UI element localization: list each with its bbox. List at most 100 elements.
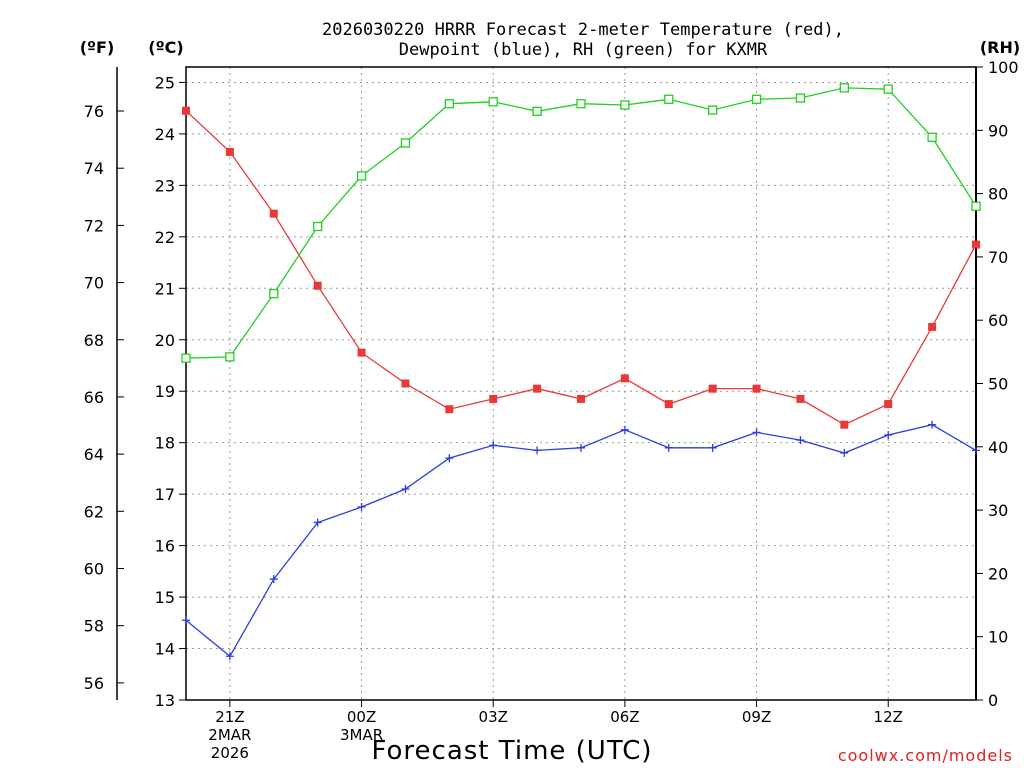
- dewpoint-point: [708, 443, 717, 452]
- x-tick-label: 12Z: [874, 708, 903, 726]
- temperature-point: [182, 106, 190, 115]
- dewpoint-point: [840, 448, 849, 457]
- celsius-unit-label: (ºC): [148, 38, 183, 57]
- dewpoint-point: [225, 652, 234, 661]
- rh-tick-label: 0: [988, 691, 998, 710]
- temperature-point: [489, 394, 498, 403]
- temperature-point: [928, 322, 937, 331]
- x-tick-label: 2MAR: [208, 726, 251, 744]
- celsius-tick-label: 19: [155, 382, 175, 401]
- rh-point: [269, 288, 279, 299]
- dewpoint-point: [796, 436, 805, 445]
- temperature-point: [796, 394, 805, 403]
- dewpoint-point: [664, 443, 673, 452]
- rh-point: [620, 100, 630, 110]
- celsius-tick-label: 20: [155, 331, 175, 350]
- x-tick-label: 21Z: [215, 708, 244, 726]
- fahrenheit-tick-label: 62: [84, 502, 104, 521]
- celsius-tick-label: 14: [155, 640, 175, 659]
- x-tick-label: 2026: [211, 744, 249, 762]
- fahrenheit-tick-label: 60: [84, 559, 104, 578]
- fahrenheit-tick-label: 56: [84, 674, 104, 693]
- axes: 56 58 60 62 64 66 68 70 72 74 76 13 14 15 16 17 18 19 20 21…: [84, 58, 1019, 710]
- rh-line: [185, 87, 977, 359]
- rh-tick-label: 100: [988, 58, 1019, 77]
- dewpoint-point: [182, 616, 190, 625]
- celsius-tick-label: 24: [155, 125, 175, 144]
- x-tick-label: 3MAR: [340, 726, 383, 744]
- dewpoint-point: [357, 503, 366, 512]
- dewpoint-point: [620, 425, 629, 434]
- celsius-tick-label: 21: [155, 279, 175, 298]
- x-tick-label: 09Z: [742, 708, 771, 726]
- dewpoint-point: [752, 428, 761, 437]
- rh-tick-label: 50: [988, 375, 1008, 394]
- temperature-point: [533, 384, 542, 393]
- celsius-tick-label: 17: [155, 485, 175, 504]
- temperature-point: [664, 400, 673, 409]
- dewpoint-point: [401, 485, 410, 493]
- dewpoint-point: [928, 420, 937, 429]
- rh-tick-label: 60: [988, 311, 1008, 330]
- rh-point: [883, 84, 893, 94]
- temperature-point: [225, 147, 234, 156]
- rh-point: [664, 94, 674, 104]
- rh-point: [488, 97, 498, 107]
- rh-point: [225, 352, 235, 362]
- chart-title-line2: Dewpoint (blue), RH (green) for KXMR: [399, 40, 768, 60]
- rh-tick-label: 90: [988, 121, 1008, 140]
- dewpoint-point: [972, 446, 980, 455]
- fahrenheit-tick-label: 76: [84, 102, 104, 121]
- chart-title-line1: 2026030220 HRRR Forecast 2-meter Tempera…: [322, 20, 844, 40]
- fahrenheit-tick-label: 58: [84, 617, 104, 636]
- rh-point: [708, 105, 718, 115]
- rh-tick-label: 10: [988, 628, 1008, 647]
- celsius-tick-label: 13: [155, 691, 175, 710]
- data-series: [181, 83, 981, 661]
- rh-point: [971, 201, 981, 211]
- celsius-tick-label: 15: [155, 588, 175, 607]
- rh-unit-label: (RH): [980, 38, 1020, 57]
- celsius-tick-label: 25: [155, 73, 175, 92]
- dewpoint-point: [577, 443, 585, 452]
- fahrenheit-unit-label: (ºF): [80, 38, 115, 57]
- dewpoint-point: [313, 518, 322, 527]
- rh-point: [181, 353, 191, 363]
- fahrenheit-tick-label: 70: [84, 274, 104, 293]
- temperature-point: [840, 420, 849, 429]
- temperature-point: [577, 394, 585, 403]
- rh-point: [795, 93, 806, 103]
- x-axis-label: Forecast Time (UTC): [371, 736, 652, 766]
- rh-point: [400, 138, 411, 148]
- rh-tick-label: 80: [988, 185, 1008, 204]
- temperature-point: [313, 281, 322, 290]
- temperature-point: [269, 209, 278, 218]
- rh-tick-label: 70: [988, 248, 1008, 267]
- rh-point: [751, 94, 762, 104]
- rh-point: [927, 132, 937, 142]
- x-tick-label: 03Z: [479, 708, 508, 726]
- celsius-tick-label: 18: [155, 434, 175, 453]
- celsius-tick-label: 23: [155, 176, 175, 195]
- temperature-point: [445, 405, 454, 414]
- dewpoint-line: [185, 424, 977, 658]
- temperature-point: [357, 348, 366, 357]
- rh-tick-label: 40: [988, 438, 1008, 457]
- temperature-point: [972, 240, 980, 249]
- rh-point: [839, 83, 849, 93]
- rh-point: [356, 171, 367, 181]
- rh-point: [576, 99, 586, 109]
- x-tick-label: 06Z: [610, 708, 639, 726]
- dewpoint-point: [269, 575, 278, 584]
- temperature-line: [185, 110, 977, 426]
- fahrenheit-tick-label: 64: [84, 445, 104, 464]
- fahrenheit-tick-label: 72: [84, 216, 104, 235]
- celsius-tick-label: 22: [155, 228, 175, 247]
- credit-text: coolwx.com/models: [838, 746, 1013, 765]
- temperature-point: [620, 374, 629, 383]
- dewpoint-point: [533, 446, 542, 455]
- grid-lines: [186, 67, 976, 701]
- temperature-point: [752, 384, 761, 393]
- rh-tick-label: 20: [988, 564, 1008, 583]
